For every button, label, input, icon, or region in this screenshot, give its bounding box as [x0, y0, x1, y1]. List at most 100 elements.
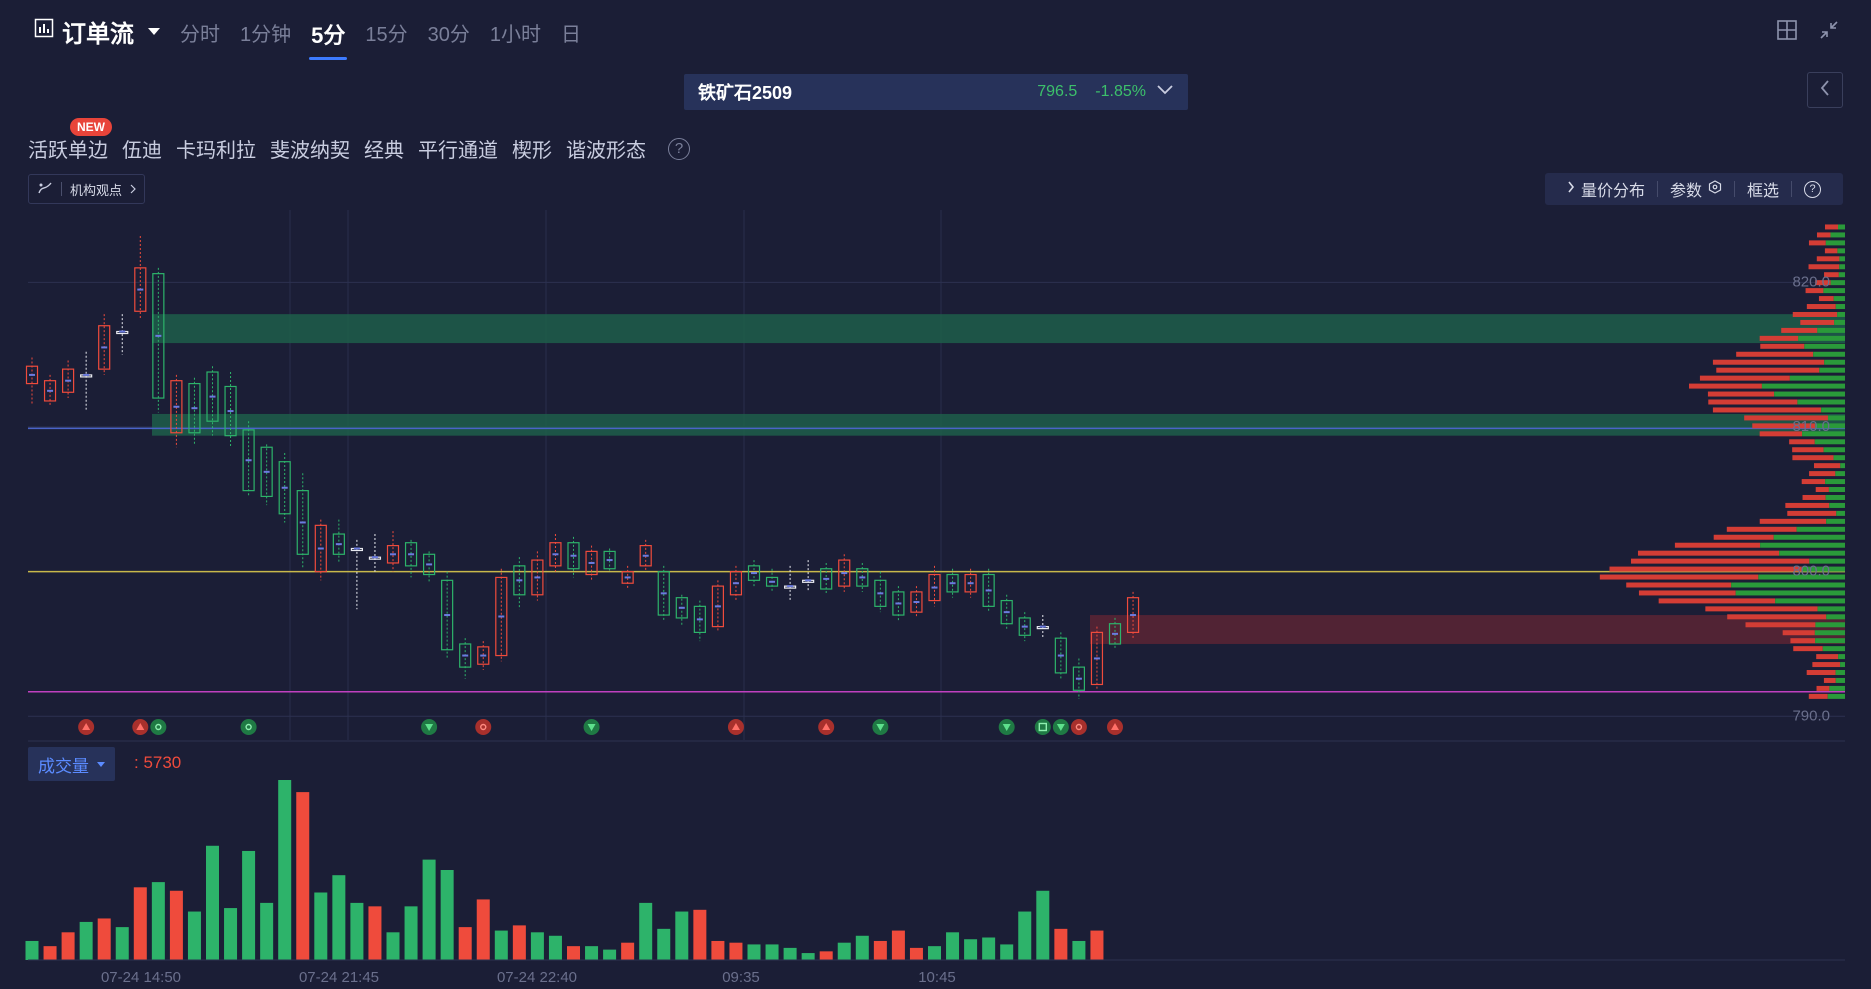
price-tick-label: 820.0 [1792, 273, 1830, 290]
profile-bar-sell [1689, 383, 1762, 389]
volume-bar [115, 927, 129, 960]
candle-body [729, 571, 743, 596]
profile-bar-buy [1839, 264, 1845, 270]
candle [729, 565, 743, 601]
profile-bar-buy [1825, 479, 1845, 485]
volume-bar [206, 845, 219, 960]
profile-bar-buy [1838, 654, 1845, 660]
candle-body [765, 576, 779, 587]
profile-bar-sell [1805, 288, 1824, 294]
volume-bar [603, 949, 617, 960]
candle-poc [1112, 632, 1118, 635]
pattern-item[interactable]: 平行通道 [418, 140, 498, 162]
candle-poc [371, 556, 378, 559]
collapse-icon[interactable] [1817, 18, 1841, 42]
profile-bar-sell [1760, 343, 1805, 349]
candle [838, 554, 851, 592]
pattern-item[interactable]: 伍迪 [122, 140, 162, 162]
candle-body [964, 573, 977, 593]
pattern-item[interactable]: 活跃单边 NEW [28, 118, 112, 163]
candle-poc [408, 553, 415, 556]
candle [910, 586, 923, 618]
volume-bar [530, 932, 544, 960]
profile-bar-sell [1809, 471, 1836, 477]
leaf-icon [480, 723, 487, 731]
signal-dot [583, 719, 600, 735]
candle-poc [660, 592, 667, 595]
tab-period[interactable]: 15分 [365, 24, 408, 46]
side-panel-toggle[interactable] [1807, 72, 1843, 108]
pattern-item[interactable]: 斐波纳契 [270, 140, 350, 162]
candle-body [711, 585, 725, 628]
volume-bar [873, 940, 887, 960]
settings-hex-icon [1708, 179, 1722, 199]
tab-period[interactable]: 1分钟 [240, 24, 292, 46]
signal-dot [78, 719, 95, 735]
candle-poc [841, 572, 848, 575]
candle-body [495, 576, 508, 657]
tab-period[interactable]: 30分 [427, 24, 470, 46]
candle [278, 453, 291, 523]
pattern-label: 活跃单边 [28, 140, 108, 162]
candle-poc [353, 547, 360, 550]
profile-bar-sell [1716, 367, 1820, 373]
profile-bar-buy [1837, 248, 1845, 254]
profile-bar-sell [1818, 296, 1834, 302]
signal-marker [240, 719, 257, 735]
candle [964, 568, 977, 598]
leaf-icon [155, 723, 162, 731]
profile-bar-buy [1826, 518, 1845, 524]
arrow-down-icon [1056, 724, 1065, 731]
candle-poc [570, 554, 577, 557]
tab-period[interactable]: 分时 [180, 24, 220, 46]
profile-bar-buy [1836, 510, 1845, 516]
pattern-item[interactable]: 卡玛利拉 [176, 140, 256, 162]
grid-layout-icon[interactable] [1775, 18, 1799, 42]
volume-bar [332, 875, 346, 960]
profile-bar-buy [1835, 670, 1845, 676]
help-icon[interactable]: ? [1792, 180, 1833, 198]
pattern-item[interactable]: 楔形 [512, 140, 552, 162]
signal-dot [1107, 719, 1123, 735]
candle [61, 360, 75, 399]
profile-bar-sell [1808, 264, 1840, 270]
volume-bar [657, 928, 671, 960]
candle-body [1108, 623, 1122, 645]
chart-type-selector[interactable]: 订单流 [34, 14, 160, 48]
time-tick-label: 07-24 22:40 [497, 969, 577, 986]
institution-view-button[interactable]: 机构观点 [28, 174, 146, 204]
candle-poc [83, 373, 90, 376]
profile-bar-buy [1802, 431, 1845, 437]
profile-bar-sell [1630, 558, 1810, 564]
volume-bar [567, 946, 580, 960]
signal-markers [78, 719, 1123, 735]
candle [152, 267, 165, 413]
candle-body [296, 490, 309, 555]
profile-bar-buy [1761, 383, 1845, 389]
volume-bar [928, 946, 941, 960]
profile-bar-sell [1800, 319, 1835, 325]
candle-body [224, 385, 237, 437]
tab-period[interactable]: 1小时 [489, 24, 541, 46]
pattern-item[interactable]: 经典 [364, 140, 404, 162]
tab-period[interactable]: 日 [561, 24, 581, 46]
pattern-item[interactable]: 谐波形态 [566, 140, 646, 162]
tab-period-active[interactable]: 5分 [301, 14, 355, 60]
arrow-up-icon [136, 723, 145, 730]
candle [1126, 591, 1140, 639]
params-button[interactable]: 参数 [1658, 177, 1734, 201]
volume-indicator-selector[interactable]: 成交量 [28, 747, 115, 781]
volume-bar [151, 882, 165, 960]
volume-profile-button[interactable]: 量价分布 [1555, 177, 1657, 201]
profile-bar-buy [1833, 296, 1845, 302]
signal-marker [1052, 719, 1069, 735]
volume-bar [440, 870, 454, 960]
help-icon[interactable]: ? [668, 137, 690, 160]
candle-poc [606, 559, 613, 562]
profile-bar-sell [1815, 487, 1829, 493]
symbol-selector[interactable]: 铁矿石2509 796.5 -1.85% [684, 74, 1188, 110]
candle [1090, 626, 1104, 691]
box-select-button[interactable]: 框选 [1746, 183, 1779, 200]
params-label: 参数 [1669, 183, 1702, 200]
profile-bar-buy [1779, 550, 1845, 556]
